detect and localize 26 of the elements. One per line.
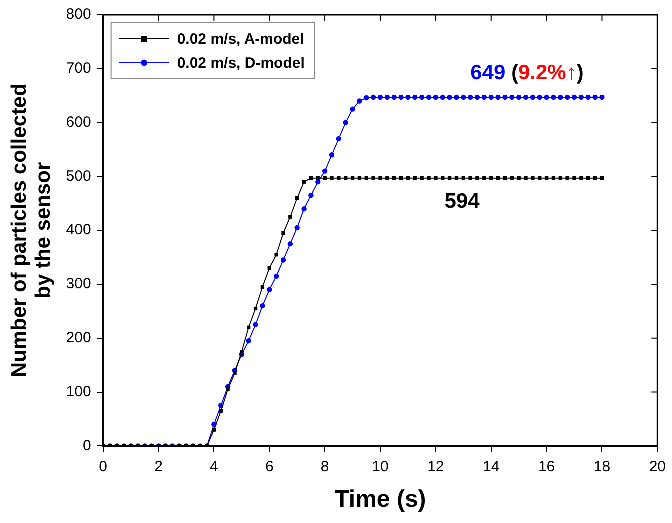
x-tick-label: 4	[210, 458, 218, 476]
x-tick-label: 8	[320, 458, 330, 476]
legend-label: 0.02 m/s, D-model	[177, 55, 305, 72]
y-tick-label: 800	[66, 6, 92, 24]
x-tick-label: 12	[428, 458, 444, 476]
annotation: 649 (9.2%↑)	[470, 61, 584, 84]
x-axis-title: Time (s)	[334, 486, 426, 514]
y-tick-label: 100	[66, 383, 92, 400]
y-tick-label: 700	[66, 60, 92, 78]
x-tick-label: 0	[99, 458, 108, 476]
y-tick-label: 300	[66, 276, 92, 293]
y-tick-label: 600	[66, 114, 92, 131]
y-tick-label: 400	[66, 222, 92, 239]
legend-label: 0.02 m/s, A-model	[177, 31, 304, 48]
x-tick-label: 2	[154, 458, 163, 476]
annotation: 594	[444, 190, 480, 214]
y-tick-label: 0	[82, 437, 92, 454]
y-tick-label: 500	[66, 168, 92, 185]
x-tick-label: 14	[483, 458, 500, 476]
x-tick-label: 16	[538, 458, 556, 476]
x-tick-label: 20	[649, 458, 666, 476]
y-tick-label: 200	[66, 330, 92, 347]
x-tick-label: 18	[594, 458, 611, 476]
x-tick-label: 6	[265, 458, 274, 476]
x-tick-label: 10	[372, 458, 389, 476]
y-axis-title: Number of particles collected by the sensor	[8, 84, 56, 378]
